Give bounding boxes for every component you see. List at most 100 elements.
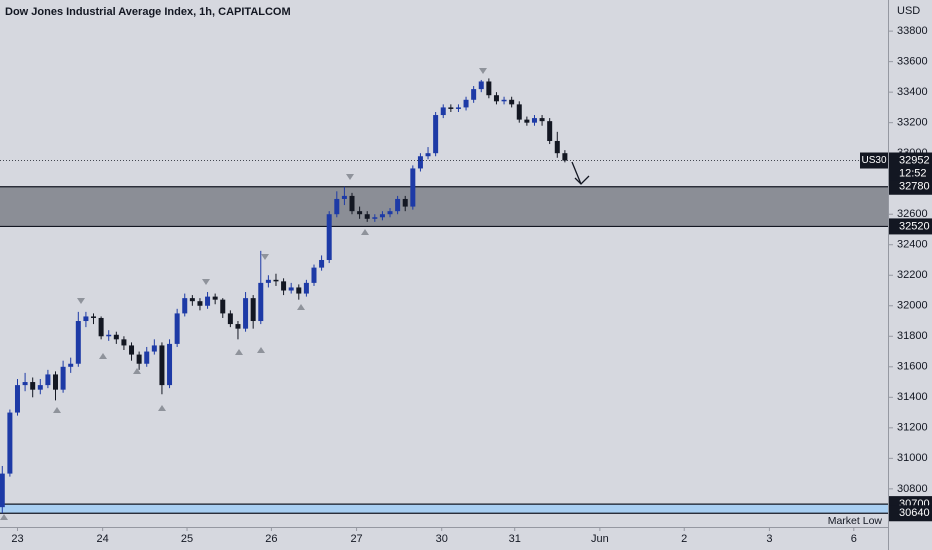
marker (133, 368, 141, 374)
y-tick-label: 33800 (897, 25, 928, 37)
candle-body (463, 99, 469, 108)
candle-body (326, 214, 332, 260)
plot-layer (0, 78, 888, 514)
x-tick-label: Jun (591, 533, 609, 545)
candle-body (220, 299, 226, 314)
candle-body (91, 316, 97, 318)
candle-body (45, 374, 51, 386)
candle-body (243, 298, 249, 329)
candle-body (547, 121, 553, 141)
candle-body (68, 363, 74, 367)
candle-body (387, 211, 393, 215)
symbol-label-box (860, 152, 888, 169)
candle-body (296, 287, 302, 294)
x-tick-label: 24 (97, 533, 109, 545)
candle-body (265, 279, 271, 283)
price-label: 32780 (899, 181, 930, 193)
price-label: 32520 (899, 220, 930, 232)
candle-body (524, 119, 530, 123)
candle-body (212, 296, 218, 300)
y-tick-label: 31000 (897, 452, 928, 464)
candle-body (501, 99, 507, 102)
candle-body (288, 287, 294, 291)
price-label-box (889, 218, 932, 235)
fractal-markers (0, 68, 487, 520)
y-tick-label: 33200 (897, 117, 928, 129)
candle-body (471, 89, 477, 100)
candle-body (562, 153, 568, 161)
symbol-label: US30 (861, 155, 886, 166)
zone (0, 504, 888, 514)
candle-body (311, 267, 317, 283)
candle-body (364, 214, 370, 219)
candle-body (334, 198, 340, 215)
candle-body (281, 281, 287, 291)
candle-body (83, 316, 89, 322)
candle-body (531, 118, 537, 123)
candle-body (509, 99, 515, 105)
last-price-box (889, 152, 932, 181)
candle-body (53, 374, 58, 390)
marker (346, 174, 354, 180)
candle-body (113, 334, 119, 340)
marker (158, 405, 166, 411)
marker (479, 68, 487, 74)
y-tick-label: 31600 (897, 361, 928, 373)
candle-body (167, 343, 173, 386)
candle-body (493, 95, 499, 102)
candle-body (205, 296, 211, 306)
last-price-label: 32952 (899, 154, 930, 166)
x-tick-label: 25 (181, 533, 193, 545)
y-tick-label: 31800 (897, 330, 928, 342)
candle-body (273, 279, 279, 282)
candle-body (372, 217, 378, 219)
candle-body (486, 81, 492, 96)
x-tick-label: 23 (11, 533, 23, 545)
chart-title: Dow Jones Industrial Average Index, 1h, … (5, 6, 291, 18)
marker (297, 304, 305, 310)
x-tick-label: 3 (766, 533, 772, 545)
y-tick-label: 32400 (897, 239, 928, 251)
candle-body (22, 382, 28, 386)
direction-arrow (571, 161, 590, 185)
marker (53, 407, 61, 413)
candle-body (478, 81, 484, 90)
candle-body (433, 115, 439, 154)
x-tick-label: 6 (851, 533, 857, 545)
candle-body (448, 107, 454, 109)
marker (0, 514, 8, 520)
candle-body (410, 168, 416, 207)
candle-body (349, 195, 355, 212)
candle-body (189, 298, 195, 302)
candle-body (539, 118, 545, 122)
marker (99, 353, 107, 359)
countdown-label: 12:52 (899, 167, 927, 179)
candle-body (7, 412, 13, 474)
x-tick-label: 26 (265, 533, 277, 545)
y-tick-label: 31200 (897, 422, 928, 434)
candle-body (402, 198, 408, 207)
candle-body (136, 354, 142, 364)
candle-body (341, 195, 347, 199)
marker (77, 298, 85, 304)
y-tick-label: 32000 (897, 300, 928, 312)
candle-body (37, 385, 43, 390)
candle-body (0, 473, 5, 508)
candle-body (174, 313, 180, 344)
candle-body (129, 345, 135, 355)
candle-body (319, 259, 325, 268)
candle-body (379, 214, 385, 218)
y-tick-label: 32200 (897, 269, 928, 281)
zone (0, 186, 888, 227)
marker (257, 347, 265, 353)
x-tick-label: 2 (681, 533, 687, 545)
x-tick-label: 30 (436, 533, 448, 545)
candle-body (395, 198, 401, 212)
candle-body (303, 282, 309, 294)
marker (235, 349, 243, 355)
candle-body (516, 104, 522, 120)
candle-body (425, 153, 431, 157)
candle-body (75, 321, 81, 364)
